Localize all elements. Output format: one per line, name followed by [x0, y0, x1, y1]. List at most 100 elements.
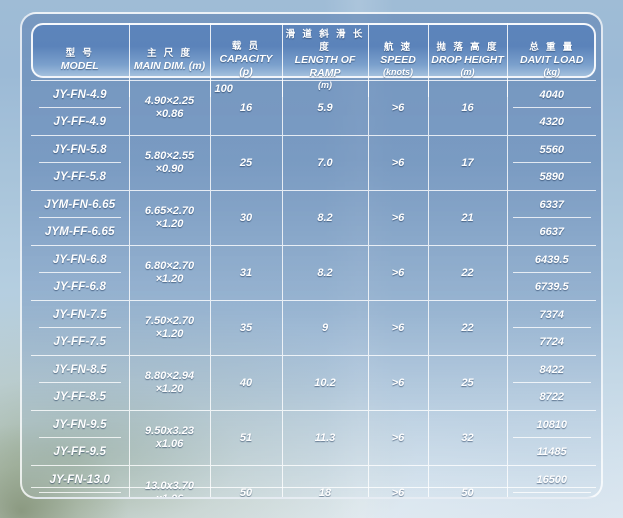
- header-cn-model: 型 号: [65, 47, 94, 59]
- cell-speed: >6: [368, 300, 429, 356]
- header-cn-speed: 航 速: [383, 42, 413, 53]
- cell-davit-load-primary: 6337: [507, 190, 596, 218]
- cell-main-dim: 5.80×2.55 ×0.90: [129, 135, 211, 191]
- load-divider: [512, 107, 591, 108]
- table-row: JY-FN-5.8 5.80×2.55 ×0.90 25 7.0 >6 17 5560: [31, 135, 596, 191]
- header-en-drop-height: DROP HEIGHT: [431, 54, 504, 66]
- dim-line-2: ×1.20: [155, 218, 184, 230]
- table-row: JY-FN-4.9 4.90×2.25 ×0.86 100 16 5.9 >6 16 4040: [31, 80, 596, 136]
- dim-line-1: 4.90×2.25: [144, 95, 195, 107]
- cell-model-primary: JY-FN-8.5: [31, 355, 130, 383]
- cell-davit-load-primary: 7374: [507, 300, 596, 328]
- header-cn-main-dim: 主 尺 度: [146, 47, 193, 59]
- cell-davit-load-secondary: 5890: [539, 170, 564, 183]
- table-row-secondary: JY-FF-7.5 7724: [31, 328, 596, 356]
- table-row: JYM-FN-6.65 6.65×2.70 ×1.20 30 8.2 >6 21 6337: [31, 190, 596, 246]
- header-en-main-dim: MAIN DIM. (m): [133, 59, 206, 72]
- cell-capacity: 30: [210, 190, 283, 246]
- table-row-secondary: JY-FF-9.5 11485: [31, 438, 596, 466]
- header-cn-davit-load: 总 重 量: [529, 42, 575, 53]
- header-cell-davit-load: 总 重 量 DAVIT LOAD (kg): [507, 23, 596, 97]
- table-row: JY-FN-6.8 6.80×2.70 ×1.20 31 8.2 >6 22 6439.5: [31, 245, 596, 301]
- table-row-secondary: JY-FF-4.9 4320: [31, 108, 596, 136]
- model-divider: [38, 437, 121, 438]
- cell-length-of-ramp: 8.2: [282, 190, 369, 246]
- cell-capacity: 100 16: [210, 80, 283, 136]
- model-divider: [38, 327, 121, 328]
- cell-davit-load-primary: 16500: [507, 465, 596, 493]
- cell-speed: >6: [368, 135, 429, 191]
- cell-model-secondary: JY-FF-7.5: [31, 328, 130, 356]
- header-cn-capacity: 载 员: [231, 41, 261, 52]
- model-divider: [38, 272, 121, 273]
- cell-drop-height: 17: [428, 135, 508, 191]
- cell-speed: >6: [368, 410, 429, 466]
- cell-davit-load-secondary: 11485: [536, 445, 567, 458]
- cell-speed: >6: [368, 355, 429, 411]
- table-header-row-wrap: 型 号 MODEL 主 尺 度 MAIN DIM. (m) 载 员 CAPACI…: [31, 23, 596, 97]
- cell-davit-load-secondary: 7724: [539, 335, 564, 348]
- table-body-wrap: JY-FN-4.9 4.90×2.25 ×0.86 100 16 5.9 >6 16 4040 J…: [31, 80, 596, 497]
- cell-drop-height: 16: [428, 80, 508, 136]
- cell-main-dim: 13.0x3.70 x1.06: [129, 465, 211, 497]
- cell-model-secondary: JY-FF-9.5: [31, 438, 130, 466]
- dim-line-2: x1.06: [155, 438, 184, 450]
- load-divider: [512, 437, 591, 438]
- model-divider: [38, 162, 121, 163]
- cell-model-secondary: JY-FF-4.9: [31, 108, 130, 136]
- cell-speed: >6: [368, 80, 429, 136]
- cell-model-primary: JY-FN-4.9: [31, 80, 130, 108]
- table-bottom-rule: [31, 487, 596, 488]
- cell-davit-load-primary: 4040: [507, 80, 596, 108]
- header-en-davit-load: DAVIT LOAD: [520, 54, 584, 66]
- dim-line-1: 5.80×2.55: [144, 150, 195, 162]
- cell-model-primary: JY-FN-5.8: [31, 135, 130, 163]
- cell-speed: >6: [368, 465, 429, 497]
- table-row-secondary: JY-FF-13.0 17250: [31, 493, 596, 497]
- cell-drop-height: 32: [428, 410, 508, 466]
- dim-line-2: ×1.20: [155, 273, 184, 285]
- header-en-model: MODEL: [60, 59, 99, 72]
- dim-line-1: 6.80×2.70: [144, 260, 195, 272]
- cell-main-dim: 4.90×2.25 ×0.86: [129, 80, 211, 136]
- cell-main-dim: 8.80×2.94 ×1.20: [129, 355, 211, 411]
- cell-model-primary: JY-FN-7.5: [31, 300, 130, 328]
- table-row-secondary: JY-FF-8.5 8722: [31, 383, 596, 411]
- table-row-secondary: JY-FF-6.8 6739.5: [31, 273, 596, 301]
- cell-main-dim: 9.50x3.23 x1.06: [129, 410, 211, 466]
- header-unit-speed: (knots): [383, 67, 413, 77]
- cell-capacity: 35: [210, 300, 283, 356]
- cell-capacity: 40: [210, 355, 283, 411]
- dim-line-1: 7.50×2.70: [144, 315, 195, 327]
- cell-davit-load-primary: 8422: [507, 355, 596, 383]
- dim-line-1: 8.80×2.94: [144, 370, 195, 382]
- cell-main-dim: 7.50×2.70 ×1.20: [129, 300, 211, 356]
- cell-length-of-ramp: 18: [282, 465, 369, 497]
- dim-line-2: ×1.20: [155, 328, 184, 340]
- load-divider: [512, 492, 591, 493]
- cell-model-secondary: JY-FF-5.8: [31, 163, 130, 191]
- header-unit-davit-load: (kg): [543, 67, 561, 77]
- cell-model-secondary: JY-FF-8.5: [31, 383, 130, 411]
- table-row-secondary: JY-FF-5.8 5890: [31, 163, 596, 191]
- table-body: JY-FN-4.9 4.90×2.25 ×0.86 100 16 5.9 >6 16 4040 J…: [31, 80, 596, 497]
- dim-line-2: ×0.86: [155, 108, 184, 120]
- cell-speed: >6: [368, 245, 429, 301]
- cell-model-primary: JY-FN-6.8: [31, 245, 130, 273]
- cell-davit-load-secondary: 6739.5: [534, 280, 569, 293]
- table-row: JY-FN-7.5 7.50×2.70 ×1.20 35 9 >6 22 7374: [31, 300, 596, 356]
- cell-capacity: 51: [210, 410, 283, 466]
- load-divider: [512, 217, 591, 218]
- cell-length-of-ramp: 10.2: [282, 355, 369, 411]
- cell-davit-load-secondary: 6637: [539, 225, 564, 238]
- header-en-speed: SPEED: [380, 54, 416, 66]
- cell-length-of-ramp: 8.2: [282, 245, 369, 301]
- cell-model-secondary: JY-FF-6.8: [31, 273, 130, 301]
- cell-main-dim: 6.80×2.70 ×1.20: [129, 245, 211, 301]
- dim-line-2: ×1.20: [155, 383, 184, 395]
- cell-davit-load-primary: 6439.5: [507, 245, 596, 273]
- cell-capacity: 31: [210, 245, 283, 301]
- header-en-length-of-ramp: LENGTH OF RAMP: [294, 54, 356, 79]
- load-divider: [512, 382, 591, 383]
- cell-length-of-ramp: 11.3: [282, 410, 369, 466]
